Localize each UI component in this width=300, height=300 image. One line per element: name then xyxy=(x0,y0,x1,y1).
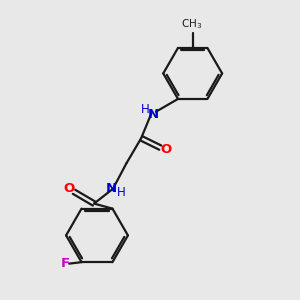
Text: O: O xyxy=(160,142,171,156)
Text: N: N xyxy=(147,108,158,121)
Text: CH$_3$: CH$_3$ xyxy=(182,17,203,31)
Text: H: H xyxy=(141,103,149,116)
Text: H: H xyxy=(117,186,125,199)
Text: O: O xyxy=(63,182,74,195)
Text: N: N xyxy=(106,182,117,195)
Text: F: F xyxy=(61,257,70,270)
